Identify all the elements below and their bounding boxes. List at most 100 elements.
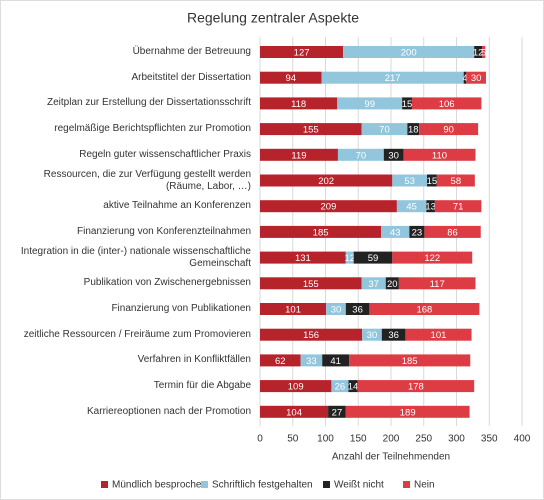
category-label: zeitliche Ressourcen / Freiräume zum Pro… — [23, 328, 251, 340]
category-label: Karriereoptionen nach der Promotion — [87, 405, 251, 417]
bar-segment — [419, 123, 479, 136]
data-label: 30 — [388, 150, 399, 161]
data-label: 43 — [390, 227, 401, 238]
bar-segment — [260, 380, 332, 393]
bar-segment — [260, 225, 382, 238]
bar-segment — [260, 354, 301, 367]
bar-segment — [260, 303, 327, 315]
bar-segment — [326, 303, 346, 315]
data-label: 13 — [425, 202, 436, 213]
data-label: 33 — [306, 356, 317, 367]
bar-segment — [331, 380, 349, 393]
bar-segment — [349, 354, 471, 367]
bar-segment — [436, 174, 475, 187]
data-label: 155 — [303, 279, 319, 290]
bar-segment — [322, 354, 350, 367]
bar-segment — [362, 328, 382, 341]
bar-segment — [424, 225, 481, 238]
x-tick-label: 100 — [317, 434, 334, 445]
data-label: 71 — [453, 202, 464, 213]
data-label: 58 — [451, 176, 462, 187]
bar-segment — [385, 277, 399, 290]
bar-segment — [402, 97, 412, 110]
data-label: 12 — [344, 253, 355, 264]
data-label: 4 — [462, 73, 467, 84]
category-label: Finanzierung von Konferenzteilnahmen — [77, 225, 251, 237]
data-label: 53 — [404, 176, 415, 187]
bar-segment — [348, 380, 358, 393]
bar-segment — [343, 46, 475, 58]
bar-segment — [369, 303, 480, 315]
data-label: 118 — [291, 99, 306, 110]
bar-segment — [463, 71, 467, 84]
data-label: 104 — [286, 407, 302, 418]
data-label: 110 — [432, 150, 447, 161]
bar-segment — [260, 200, 397, 213]
x-tick-label: 300 — [448, 434, 465, 445]
bar-segment — [321, 71, 464, 84]
category-label: Zeitplan zur Erstellung der Dissertation… — [47, 97, 251, 109]
data-label: 109 — [288, 382, 304, 393]
data-label: 86 — [447, 227, 458, 238]
bar-segment — [411, 97, 482, 110]
bar-segment — [361, 277, 386, 290]
bar-segment — [345, 405, 470, 418]
data-label: 101 — [285, 305, 301, 316]
bar-segment — [353, 251, 393, 264]
data-label: 185 — [402, 356, 418, 367]
bar-segment — [381, 328, 406, 341]
data-label: 59 — [368, 253, 379, 264]
bar-segment — [407, 123, 420, 136]
bar-segment — [361, 123, 408, 136]
bar-segment — [260, 148, 338, 161]
data-label: 30 — [331, 305, 342, 316]
data-label: 185 — [313, 227, 329, 238]
legend-label: Nein — [414, 480, 435, 491]
data-label: 117 — [430, 279, 445, 290]
data-label: 99 — [364, 99, 375, 110]
bar-segment — [345, 251, 354, 264]
data-label: 168 — [416, 305, 432, 316]
bar-segment — [474, 46, 483, 58]
bar-segment — [405, 328, 472, 341]
bar-segment — [396, 200, 427, 213]
data-label: 18 — [408, 125, 419, 136]
bar-segment — [260, 251, 346, 264]
data-label: 14 — [348, 382, 359, 393]
bar-segment — [337, 97, 403, 110]
data-label: 15 — [427, 176, 438, 187]
legend-label: Weißt nicht — [334, 480, 384, 491]
category-label: Ressourcen, die zur Verfügung gestellt w… — [43, 168, 251, 192]
data-label: 90 — [443, 125, 454, 136]
data-label: 202 — [318, 176, 334, 187]
data-label: 27 — [332, 407, 343, 418]
data-label: 127 — [294, 48, 310, 59]
data-label: 70 — [379, 125, 390, 136]
category-label: aktive Teilnahme an Konferenzen — [103, 200, 251, 212]
data-label: 119 — [291, 150, 306, 161]
data-label: 94 — [285, 73, 296, 84]
legend-label: Schriftlich festgehalten — [212, 480, 313, 491]
bar-segment — [403, 148, 476, 161]
data-label: 30 — [367, 330, 378, 341]
x-tick-label: 50 — [287, 434, 299, 445]
data-label: 178 — [408, 382, 424, 393]
data-label: 45 — [406, 202, 417, 213]
category-label: Integration in die (inter-) nationale wi… — [20, 245, 251, 269]
category-label: Verfahren in Konfliktfällen — [137, 354, 251, 366]
x-tick-label: 400 — [514, 434, 531, 445]
category-label: Finanzierung von Publikationen — [111, 303, 251, 314]
legend-swatch — [403, 481, 410, 488]
category-label: Übernahme der Betreuung — [132, 46, 251, 57]
bar-segment — [381, 225, 410, 238]
x-tick-label: 0 — [257, 434, 263, 445]
legend-swatch — [323, 481, 330, 488]
bar-segment — [409, 225, 425, 238]
data-label: 106 — [439, 99, 455, 110]
data-label: 122 — [424, 253, 440, 264]
bar-segment — [260, 174, 393, 187]
category-label: Regeln guter wissenschaftlicher Praxis — [79, 148, 251, 160]
data-label: 189 — [400, 407, 416, 418]
data-label: 37 — [368, 279, 379, 290]
